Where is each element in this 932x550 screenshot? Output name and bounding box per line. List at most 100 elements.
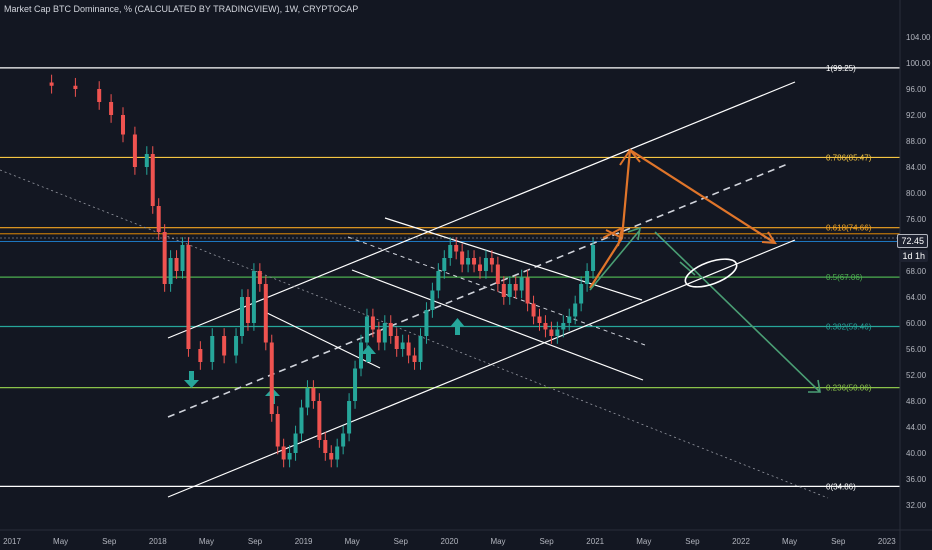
y-tick-label: 104.00 [906,33,931,42]
orange-arrowhead-4 [602,226,624,247]
candle-body [454,245,459,252]
candle-body [293,433,298,453]
x-tick-label: May [53,537,68,546]
candle-body [174,258,179,271]
y-tick-label: 92.00 [906,111,927,120]
fib-label: 0(34.86) [826,482,856,491]
candle-body [49,82,54,86]
candle-body [364,316,369,343]
x-tick-label: May [782,537,797,546]
y-tick-label: 76.00 [906,215,927,224]
candle-body [245,297,250,323]
fib-label: 0.236(50.06) [826,384,872,393]
candle-body [388,323,393,336]
chart-title: Market Cap BTC Dominance, % (CALCULATED … [4,4,359,14]
y-axis: 32.00 36.00 40.00 44.00 48.00 52.00 56.00 60.00… [899,0,931,550]
candle-body [269,342,274,414]
fib-label: 0.618(74.66) [826,224,872,233]
candle-body [317,401,322,440]
candle-body [567,316,572,323]
channel-lower-line [167,239,796,498]
x-tick-label: 2017 [3,537,21,546]
orange-arrowhead-2 [619,148,641,166]
candle-body [121,115,125,135]
flag-lower-line [351,269,644,381]
candle-body [591,245,596,271]
candle-body [299,407,304,434]
y-tick-label: 84.00 [906,163,927,172]
candle-body [323,440,328,453]
candle-body [442,258,447,271]
x-tick-label: Sep [831,537,846,546]
y-tick-label: 68.00 [906,267,927,276]
y-tick-label: 52.00 [906,371,927,380]
candle-body [400,342,405,349]
candle-body [305,388,310,408]
x-axis: 2017 May Sep 2018 May Sep 2019 May Sep 2020 May Sep… [0,529,932,546]
channel-upper-line [167,81,796,339]
candle-body [483,258,488,271]
candle-body [382,323,387,343]
candle-body [436,271,441,291]
candle-body [549,329,554,336]
y-tick-label: 80.00 [906,189,927,198]
fib-label: 1(99.25) [826,64,856,73]
candle-body [168,258,173,284]
candle-body [275,414,280,447]
candle-body [412,355,417,362]
descending-dotted-line [0,169,829,499]
candle-body [472,258,477,265]
x-tick-label: 2018 [149,537,167,546]
green-projection-up [589,229,641,291]
y-tick-label: 44.00 [906,423,927,432]
orange-projection-down [629,149,776,244]
x-tick-label: Sep [248,537,263,546]
candle-body [341,433,346,447]
candle-body [495,264,500,284]
x-tick-label: May [490,537,505,546]
candle-body [335,446,340,460]
green-projection-down [654,231,821,393]
x-tick-label: Sep [539,537,554,546]
candle-body [150,154,155,206]
candle-body [537,316,542,323]
y-tick-label: 100.00 [906,59,931,68]
y-tick-label: 88.00 [906,137,927,146]
candle-body [281,446,286,460]
candle-body [73,85,78,89]
candle-body [525,277,530,304]
candle-body [132,134,137,167]
candle-body [507,284,512,297]
y-tick-label: 32.00 [906,501,927,510]
green-arrowhead-down [808,379,821,393]
x-tick-label: Sep [685,537,700,546]
x-tick-label: May [345,537,360,546]
candle-body [579,284,584,304]
candle-body [257,271,262,284]
candle-body [585,271,590,284]
candle-body [376,329,381,343]
candle-body [466,258,471,265]
candle-body [430,290,435,310]
countdown-badge: 1d 1h [899,250,928,262]
candle-body [210,336,215,362]
candle-body [240,297,244,336]
candle-body [543,323,548,330]
candle-body [311,388,316,401]
highlight-ellipse [684,258,738,288]
x-tick-label: 2021 [586,537,604,546]
candle-body [561,323,566,330]
green-arrow-to-circle [679,261,696,276]
candle-body [460,251,465,265]
candle-body [156,206,161,232]
candle-body [251,271,256,323]
candle-body [370,316,375,330]
candle-body [222,336,227,356]
y-tick-label: 60.00 [906,319,927,328]
candle-body [359,342,363,369]
candle-body [478,264,482,271]
candle-body [394,336,399,349]
candle-body [501,284,506,297]
candle-body [424,310,429,336]
